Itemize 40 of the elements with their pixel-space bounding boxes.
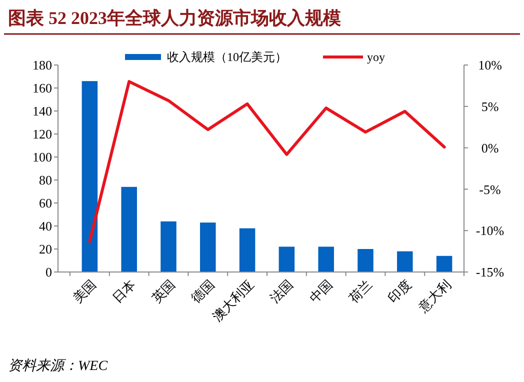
y2-tick-label: -10% (476, 223, 504, 238)
y-tick-label: 100 (32, 150, 52, 165)
y-tick-label: 40 (39, 218, 52, 234)
y-tick-label: 60 (39, 196, 52, 211)
text: 资料来源：WEC (8, 358, 108, 374)
legend-label: yoy (367, 50, 385, 64)
bar (318, 246, 334, 272)
x-tick-label: 德国 (188, 276, 218, 306)
line-series (88, 80, 446, 243)
x-tick-label: 荷兰 (346, 276, 375, 306)
bar (82, 81, 98, 272)
bar (397, 251, 413, 272)
x-tick-label: 法国 (267, 276, 296, 306)
x-tick-label: 英国 (148, 276, 178, 306)
y-tick-label: 140 (32, 104, 52, 119)
y-tick-label: 80 (39, 172, 52, 188)
bar (239, 228, 256, 272)
x-tick-label: 中国 (306, 276, 336, 306)
y-tick-label: 20 (39, 242, 52, 257)
legend-label: 收入规模（10亿美元） (167, 50, 287, 64)
bar (160, 221, 176, 272)
y-tick-label: 180 (32, 58, 52, 73)
y2-tick-label: 10% (478, 58, 502, 73)
y2-tick-label: -15% (476, 264, 504, 280)
bar (200, 222, 216, 272)
y-tick-label: 160 (32, 80, 52, 96)
x-tick-label: 印度 (385, 276, 414, 306)
bar (278, 246, 295, 272)
y2-tick-label: 5% (481, 98, 499, 114)
bar (436, 256, 452, 272)
y2-tick-label: 0% (481, 140, 499, 156)
x-tick-label: 美国 (70, 276, 100, 306)
bar (121, 186, 137, 272)
x-tick-label: 日本 (109, 276, 138, 306)
x-tick-label: 意大利 (414, 276, 454, 316)
chart-title: 图表 52 2023年全球人力资源市场收入规模 (8, 8, 341, 28)
y-tick-label: 120 (32, 126, 52, 142)
y2-tick-label: -5% (479, 182, 501, 197)
bar (358, 249, 374, 272)
y-tick-label: 0 (46, 264, 52, 280)
